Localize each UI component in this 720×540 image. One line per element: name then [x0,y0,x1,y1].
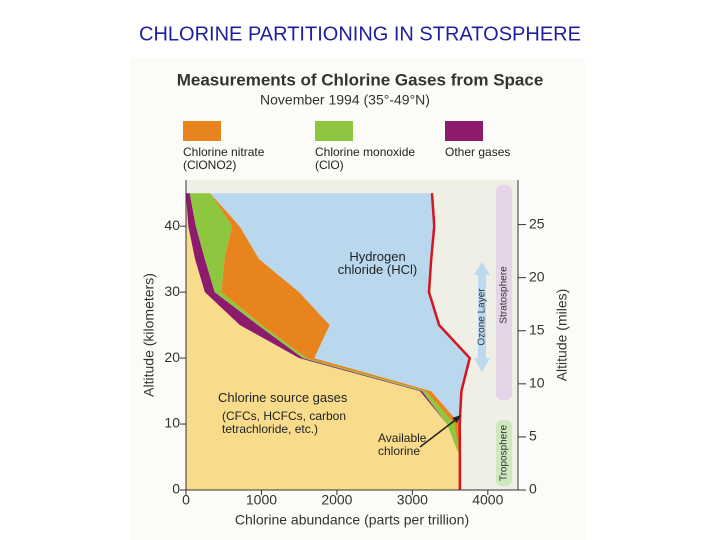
y-axis-label: Altitude (kilometers) [141,273,157,397]
annotation: (CFCs, HCFCs, carbon tetrachloride, etc.… [222,409,347,436]
area [210,193,470,491]
y-tick-label: 20 [164,349,180,365]
slide-title: CHLORINE PARTITIONING IN STRATOSPHERE [139,23,581,45]
x-tick-label: 0 [182,492,190,508]
y-tick-label: 0 [172,481,180,497]
y2-tick-label: 5 [529,428,537,444]
area-label: Hydrogen chloride (HCl) [337,249,418,277]
stratosphere-bar [496,185,512,400]
chart-title: Measurements of Chlorine Gases from Spac… [177,70,544,89]
x-tick-label: 3000 [397,492,428,508]
chart-subtitle: November 1994 (35°-49°N) [260,92,430,108]
legend-swatch [315,121,353,141]
y-tick-label: 10 [164,415,180,431]
y2-tick-label: 0 [529,481,537,497]
x-tick-label: 4000 [472,492,503,508]
annotation-arrowhead [452,415,461,423]
ozone-arrow [474,262,490,372]
x-tick-label: 1000 [246,492,277,508]
y2-tick-label: 20 [529,268,545,284]
annotation: Available chlorine [378,431,427,458]
x-axis-label: Chlorine abundance (parts per trillion) [235,512,469,528]
legend-swatch [445,121,483,141]
area [210,193,460,491]
legend-swatch [183,121,221,141]
total-line [427,193,472,490]
y2-tick-label: 10 [529,375,545,391]
legend-label: Chlorine nitrate (ClONO2) [183,145,265,172]
x-tick-label: 2000 [321,492,352,508]
y-tick-label: 40 [164,217,180,233]
layer-label: Ozone Layer [477,288,488,346]
y2-tick-label: 25 [529,215,545,231]
y2-axis-label: Altitude (miles) [554,289,570,382]
area [186,193,460,491]
y-tick-label: 30 [164,283,180,299]
legend-label: Chlorine monoxide (ClO) [315,145,416,172]
annotation-arrow [419,417,459,448]
troposphere-bar [496,420,512,486]
layer-label: Troposphere [499,424,510,481]
area-label: Chlorine source gases [218,390,348,405]
legend-label: Other gases [445,145,511,159]
layer-label: Stratosphere [499,266,510,324]
y2-tick-label: 15 [529,321,545,337]
area [189,193,460,491]
